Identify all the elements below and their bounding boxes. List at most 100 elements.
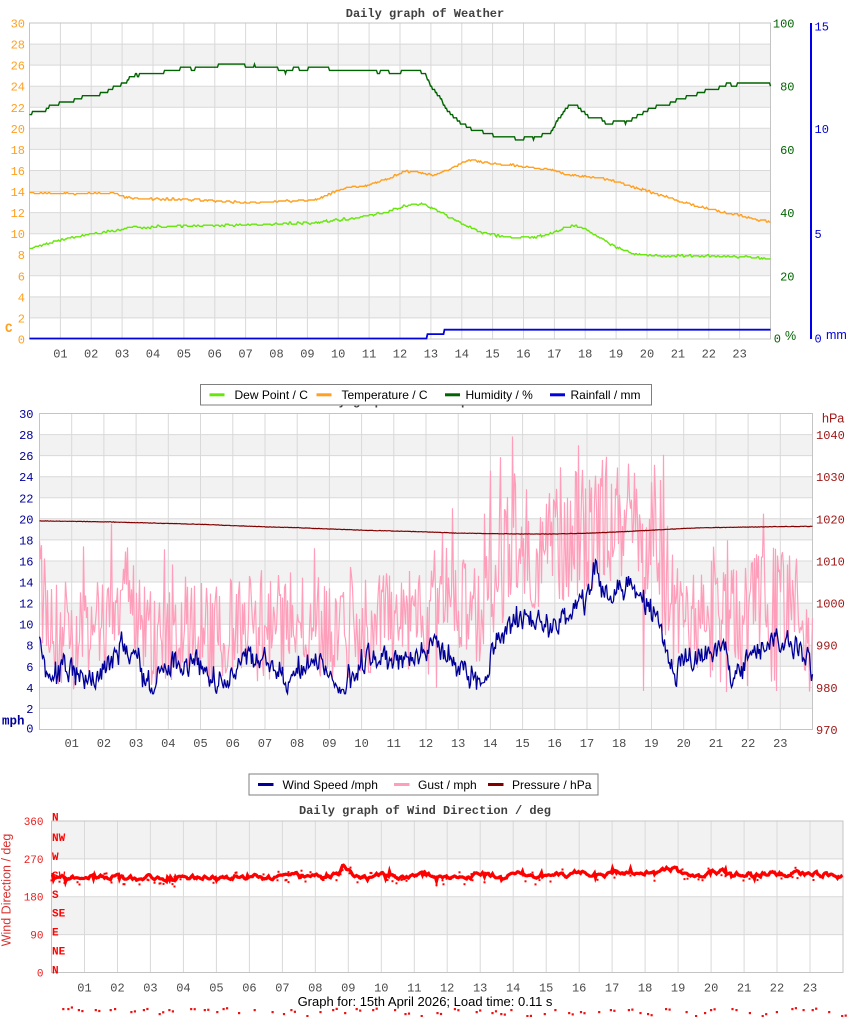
svg-text:20: 20	[676, 737, 690, 751]
svg-text:28: 28	[19, 429, 33, 443]
svg-text:15: 15	[815, 21, 829, 35]
svg-text:02: 02	[97, 737, 111, 751]
svg-text:40: 40	[780, 207, 794, 221]
svg-text:Rainfall / mm: Rainfall / mm	[571, 388, 641, 402]
svg-text:970: 970	[816, 724, 838, 738]
svg-text:18: 18	[638, 981, 652, 995]
svg-text:18: 18	[578, 348, 592, 362]
svg-text:Wind Speed /mph: Wind Speed /mph	[283, 778, 378, 792]
svg-text:1010: 1010	[816, 556, 845, 570]
svg-text:6: 6	[26, 661, 33, 675]
svg-text:0: 0	[26, 723, 33, 737]
svg-text:13: 13	[451, 737, 465, 751]
svg-text:2: 2	[18, 312, 25, 326]
svg-text:17: 17	[547, 348, 561, 362]
svg-text:1030: 1030	[816, 471, 845, 485]
svg-text:16: 16	[572, 981, 586, 995]
svg-text:03: 03	[115, 348, 129, 362]
svg-text:18: 18	[612, 737, 626, 751]
svg-text:hPa: hPa	[822, 412, 844, 426]
svg-text:Pressure / hPa: Pressure / hPa	[512, 778, 592, 792]
svg-text:%: %	[785, 329, 796, 343]
svg-text:21: 21	[709, 737, 723, 751]
svg-text:04: 04	[146, 348, 160, 362]
svg-text:5: 5	[815, 228, 822, 242]
svg-text:W: W	[52, 852, 59, 864]
svg-text:12: 12	[11, 207, 25, 221]
svg-text:23: 23	[803, 981, 817, 995]
svg-text:16: 16	[548, 737, 562, 751]
svg-text:01: 01	[77, 981, 91, 995]
svg-text:03: 03	[143, 981, 157, 995]
svg-text:2: 2	[26, 703, 33, 717]
svg-text:18: 18	[19, 534, 33, 548]
svg-text:22: 22	[11, 102, 25, 116]
svg-text:19: 19	[671, 981, 685, 995]
svg-text:05: 05	[209, 981, 223, 995]
svg-text:10: 10	[354, 737, 368, 751]
svg-text:14: 14	[483, 737, 497, 751]
svg-text:22: 22	[741, 737, 755, 751]
svg-text:12: 12	[419, 737, 433, 751]
svg-text:23: 23	[773, 737, 787, 751]
svg-text:24: 24	[11, 81, 25, 95]
svg-text:Dew Point / C: Dew Point / C	[235, 388, 309, 402]
svg-text:15: 15	[515, 737, 529, 751]
svg-text:Daily graph of Wind Direction: Daily graph of Wind Direction / deg	[299, 804, 551, 818]
svg-text:11: 11	[407, 981, 421, 995]
svg-text:N: N	[52, 966, 59, 978]
svg-text:04: 04	[161, 737, 175, 751]
svg-text:1020: 1020	[816, 513, 845, 527]
svg-text:1000: 1000	[816, 598, 845, 612]
svg-text:4: 4	[18, 291, 25, 305]
svg-text:0: 0	[815, 333, 822, 347]
svg-text:06: 06	[242, 981, 256, 995]
svg-text:26: 26	[19, 450, 33, 464]
svg-text:16: 16	[11, 165, 25, 179]
svg-text:1040: 1040	[816, 429, 845, 443]
svg-text:05: 05	[177, 348, 191, 362]
svg-text:23: 23	[732, 348, 746, 362]
svg-text:Temperature / C: Temperature / C	[342, 388, 428, 402]
svg-text:60: 60	[780, 144, 794, 158]
svg-text:11: 11	[362, 348, 376, 362]
svg-text:20: 20	[780, 270, 794, 284]
svg-text:990: 990	[816, 640, 838, 654]
svg-text:08: 08	[290, 737, 304, 751]
svg-text:02: 02	[84, 348, 98, 362]
svg-text:24: 24	[19, 471, 33, 485]
svg-text:21: 21	[671, 348, 685, 362]
svg-text:07: 07	[238, 348, 252, 362]
svg-text:10: 10	[374, 981, 388, 995]
svg-text:SE: SE	[52, 909, 66, 921]
svg-text:07: 07	[258, 737, 272, 751]
svg-text:04: 04	[176, 981, 190, 995]
svg-text:06: 06	[226, 737, 240, 751]
svg-text:06: 06	[208, 348, 222, 362]
svg-text:0: 0	[37, 968, 44, 980]
svg-text:15: 15	[485, 348, 499, 362]
svg-text:28: 28	[11, 39, 25, 53]
svg-text:22: 22	[702, 348, 716, 362]
svg-text:08: 08	[308, 981, 322, 995]
svg-text:11: 11	[387, 737, 401, 751]
svg-text:19: 19	[644, 737, 658, 751]
svg-text:Gust / mph: Gust / mph	[418, 778, 477, 792]
svg-text:16: 16	[19, 556, 33, 570]
svg-text:01: 01	[53, 348, 67, 362]
svg-text:mph: mph	[2, 715, 25, 729]
svg-text:20: 20	[19, 513, 33, 527]
svg-text:Wind Direction / deg: Wind Direction / deg	[0, 834, 14, 947]
svg-text:Daily graph of Weather: Daily graph of Weather	[346, 7, 504, 21]
svg-text:20: 20	[11, 123, 25, 137]
svg-text:980: 980	[816, 682, 838, 696]
svg-text:22: 22	[770, 981, 784, 995]
svg-text:80: 80	[780, 81, 794, 95]
svg-text:12: 12	[19, 598, 33, 612]
svg-text:12: 12	[440, 981, 454, 995]
svg-text:30: 30	[11, 18, 25, 32]
svg-text:10: 10	[19, 619, 33, 633]
svg-text:16: 16	[516, 348, 530, 362]
svg-text:26: 26	[11, 60, 25, 74]
svg-text:13: 13	[424, 348, 438, 362]
